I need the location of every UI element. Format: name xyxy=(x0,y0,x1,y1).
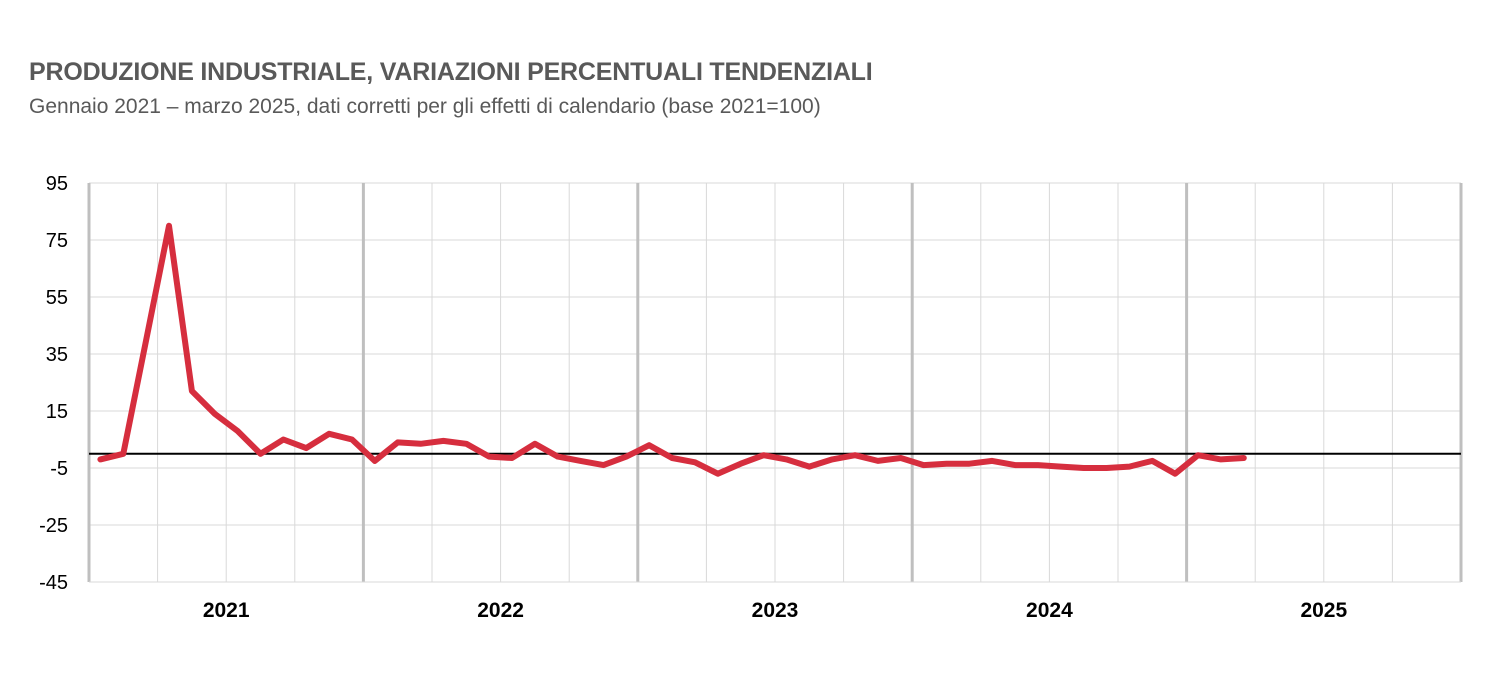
x-axis: 2021 2022 2023 2024 2025 xyxy=(203,599,1348,622)
x-tick-label: 2023 xyxy=(752,599,799,622)
x-tick-label: 2022 xyxy=(477,599,524,622)
y-tick-label: 35 xyxy=(46,344,68,366)
y-tick-label: -25 xyxy=(39,515,68,537)
x-tick-label: 2025 xyxy=(1300,599,1347,622)
chart-grid xyxy=(87,182,1463,583)
x-tick-label: 2021 xyxy=(203,599,250,622)
chart-subtitle: Gennaio 2021 – marzo 2025, dati corretti… xyxy=(29,95,821,118)
y-tick-label: -45 xyxy=(39,572,68,594)
y-axis: 95 75 55 35 15 -5 -25 -45 xyxy=(39,173,68,594)
plot-area xyxy=(89,222,1461,477)
y-tick-label: 95 xyxy=(46,173,68,195)
y-tick-label: 55 xyxy=(46,287,68,309)
series-line xyxy=(97,222,1247,477)
x-tick-label: 2024 xyxy=(1026,599,1073,622)
y-tick-label: 75 xyxy=(46,230,68,252)
y-tick-label: -5 xyxy=(50,458,68,480)
chart-title: PRODUZIONE INDUSTRIALE, VARIAZIONI PERCE… xyxy=(29,58,873,86)
y-tick-label: 15 xyxy=(46,401,68,423)
